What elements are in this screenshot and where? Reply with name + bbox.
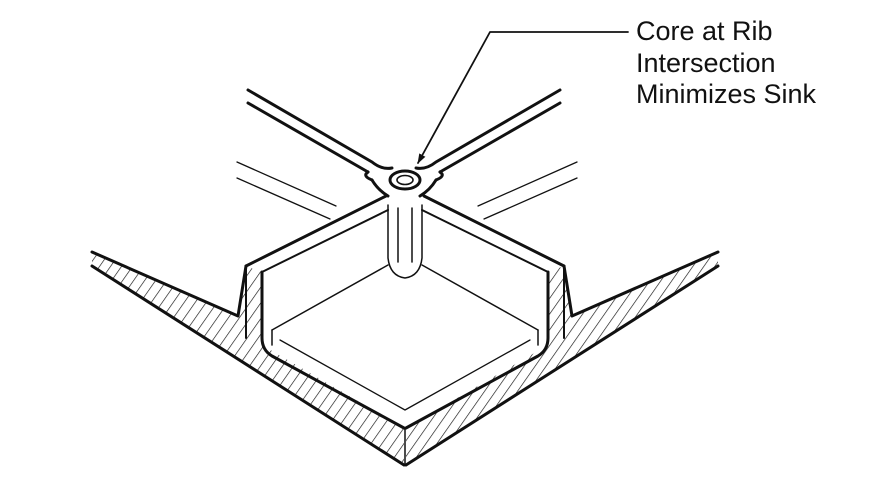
callout-line-2: Intersection [636,47,776,78]
top-rib-left-front [370,178,390,198]
rib-junction-outline [364,170,444,182]
top-rib-left-back [246,88,394,174]
left-wall-section [90,250,406,467]
right-wall-section [404,250,720,467]
top-rib-right-front [418,178,438,198]
core-hole [388,169,422,191]
pocket-inner-corner [271,204,539,411]
pocket-rib-walls [244,194,566,339]
callout-line-3: Minimizes Sink [636,79,817,109]
top-rib-right-back [414,88,562,174]
callout-line-1: Core at Rib [636,16,773,46]
callout-leader-arrow [417,31,629,164]
back-rib-lines [236,161,578,220]
callout-label: Core at Rib Intersection Minimizes Sink [636,16,876,111]
